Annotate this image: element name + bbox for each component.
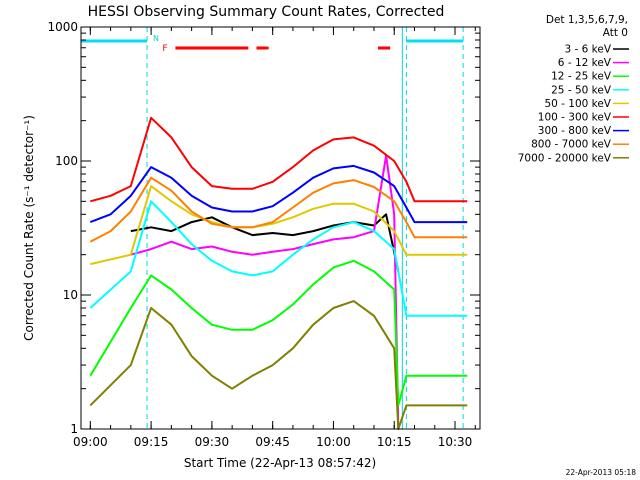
legend-label-2: 12 - 25 keV <box>551 71 612 83</box>
legend-label-3: 25 - 50 keV <box>551 84 612 96</box>
x-tick-label: 10:15 <box>377 435 412 449</box>
legend-header-2: Att 0 <box>603 27 628 39</box>
legend-header-1: Det 1,3,5,6,7,9, <box>546 14 628 26</box>
footer-stamp: 22-Apr-2013 05:18 <box>566 468 637 477</box>
legend-label-5: 100 - 300 keV <box>538 112 612 124</box>
legend-label-7: 800 - 7000 keV <box>531 139 612 151</box>
legend-label-6: 300 - 800 keV <box>538 125 612 137</box>
series-line-6 <box>89 164 468 224</box>
series-line-5 <box>90 116 468 203</box>
x-tick-label: 10:30 <box>438 435 473 449</box>
y-tick-label: 1000 <box>47 20 78 34</box>
axes-layer: 1 10 100 1000 09:00 09:15 09:30 09:45 10:00 10:15… <box>47 20 480 449</box>
y-axis-label: Corrected Count Rate (s⁻¹ detector⁻¹) <box>22 115 36 341</box>
legend-label-0: 3 - 6 keV <box>564 44 611 56</box>
series-layer <box>89 116 468 430</box>
legend-label-4: 50 - 100 keV <box>544 98 611 110</box>
plot-frame <box>80 26 481 430</box>
series-line-4 <box>90 185 468 266</box>
x-axis-label: Start Time (22-Apr-13 08:57:42) <box>184 456 376 470</box>
series-line-3 <box>89 200 468 317</box>
y-tick-label: 1 <box>70 422 78 436</box>
chart-title: HESSI Observing Summary Count Rates, Cor… <box>88 4 445 20</box>
series-line-2 <box>89 259 468 407</box>
plot-extras: NF <box>81 27 464 429</box>
x-tick-label: 09:45 <box>255 435 290 449</box>
x-tick-label: 09:30 <box>195 435 230 449</box>
x-tick-label: 10:00 <box>316 435 351 449</box>
flare-label: F <box>162 44 167 54</box>
legend-label-8: 7000 - 20000 keV <box>518 152 612 164</box>
series-line-8 <box>89 300 468 430</box>
legend-label-1: 6 - 12 keV <box>558 57 612 69</box>
y-tick-label: 10 <box>63 288 78 302</box>
y-tick-label: 100 <box>55 154 78 168</box>
x-tick-label: 09:15 <box>134 435 169 449</box>
night-label: N <box>153 34 159 43</box>
series-line-1 <box>130 154 400 430</box>
series-line-7 <box>89 176 468 243</box>
x-tick-label: 09:00 <box>73 435 108 449</box>
